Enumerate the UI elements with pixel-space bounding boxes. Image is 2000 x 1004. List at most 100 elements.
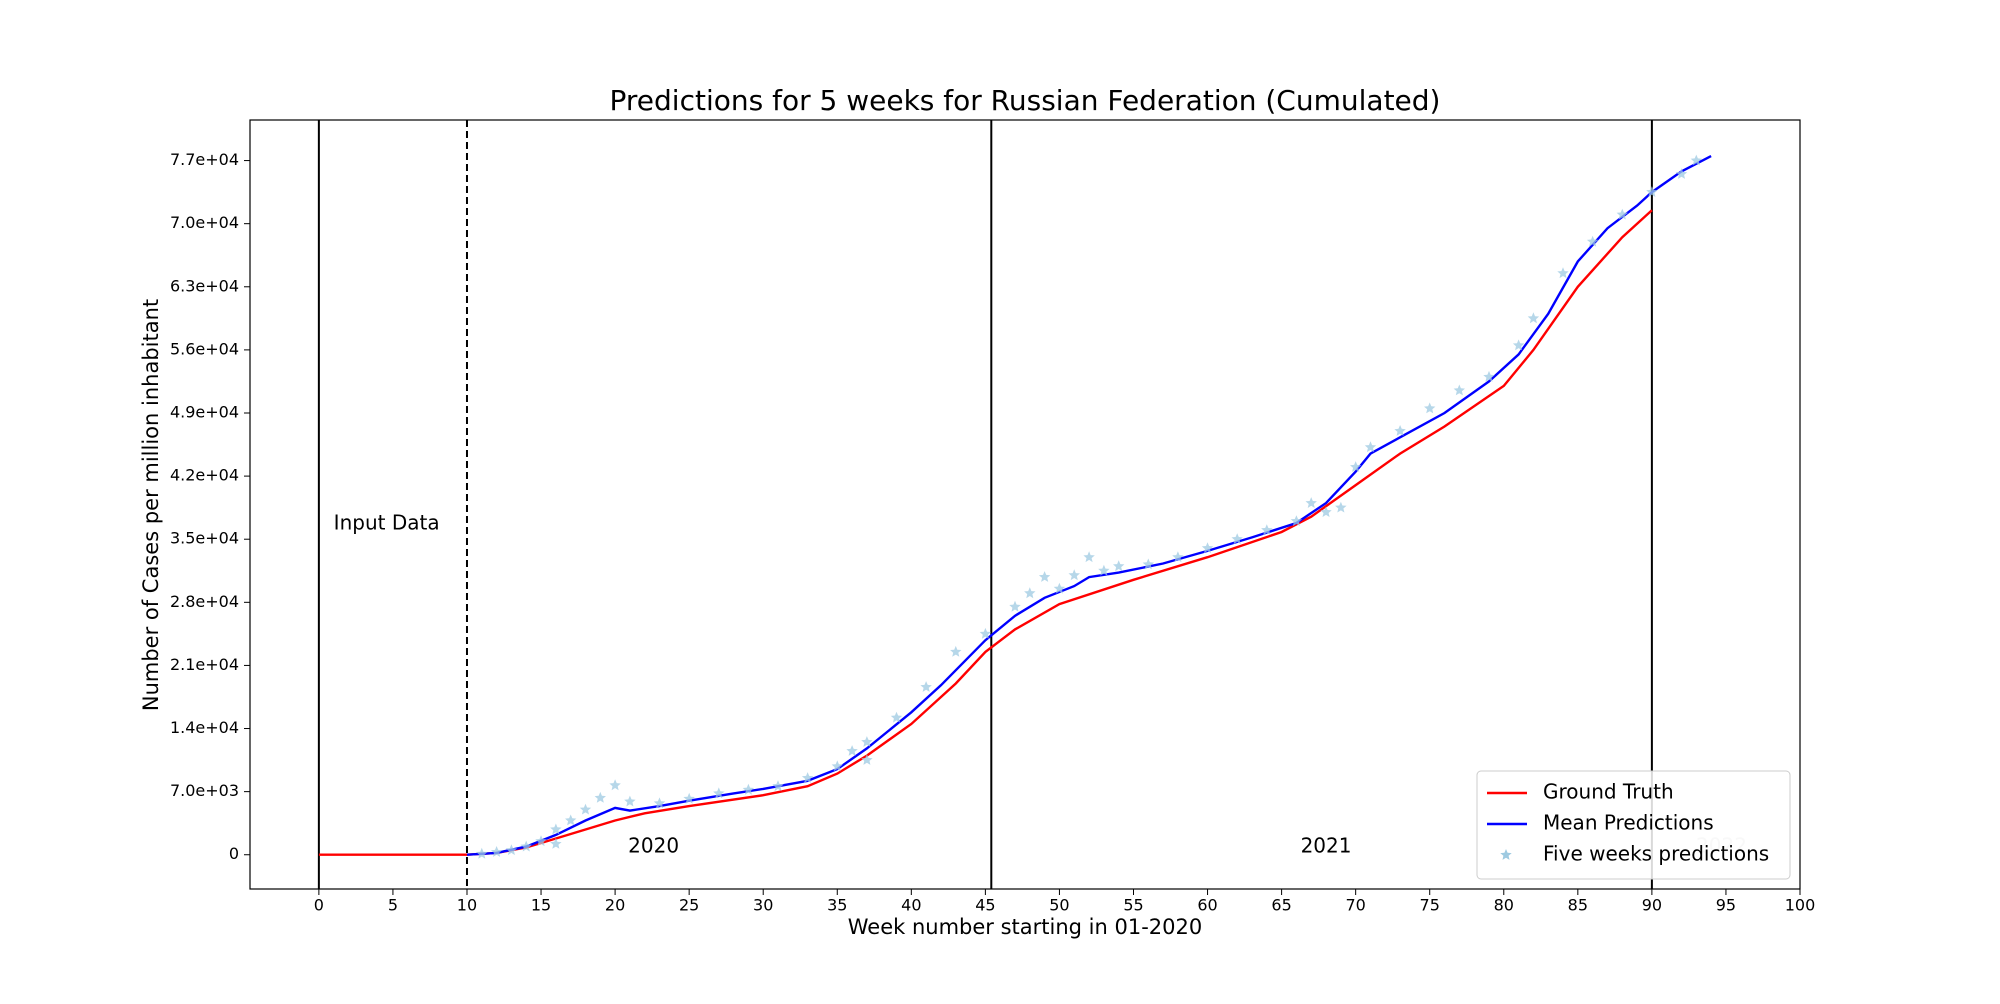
star-point — [535, 835, 547, 847]
star-point — [1675, 168, 1688, 179]
y-tick-label: 2.1e+04 — [170, 655, 239, 674]
star-point — [861, 754, 873, 765]
x-tick-label: 40 — [901, 896, 921, 915]
x-tick-label: 35 — [827, 896, 847, 915]
star-point — [550, 823, 562, 835]
star-point — [950, 645, 962, 657]
legend-box — [1476, 770, 1791, 880]
star-point — [1646, 186, 1658, 197]
x-tick-label: 70 — [1345, 896, 1365, 915]
star-point — [1009, 600, 1021, 612]
line-series — [318, 209, 1653, 856]
x-tick-label: 55 — [1123, 896, 1143, 915]
line-series — [466, 155, 1712, 856]
star-point — [801, 772, 814, 783]
x-tick-label: 5 — [388, 896, 398, 915]
x-tick-label: 15 — [531, 896, 551, 915]
star-point — [1350, 461, 1362, 472]
star-point — [1261, 524, 1273, 535]
x-tick-label: 20 — [605, 896, 625, 915]
x-tick-label: 65 — [1271, 896, 1291, 915]
star-point — [713, 787, 725, 799]
x-tick-label: 80 — [1494, 896, 1514, 915]
x-tick-label: 10 — [457, 896, 477, 915]
star-point — [1320, 506, 1332, 517]
star-point — [1068, 569, 1080, 581]
star-point — [505, 844, 518, 856]
star-point — [594, 791, 606, 803]
y-tick-label: 1.4e+04 — [170, 718, 239, 737]
star-point — [624, 795, 636, 807]
star-point — [1690, 154, 1702, 166]
star-point — [846, 745, 858, 756]
x-tick-label: 85 — [1568, 896, 1588, 915]
star-point — [772, 780, 784, 792]
star-point — [550, 837, 562, 849]
y-tick-label: 2.8e+04 — [170, 592, 239, 611]
y-tick-label: 6.3e+04 — [170, 276, 239, 295]
y-tick-label: 5.6e+04 — [170, 339, 239, 358]
star-point — [1172, 551, 1184, 563]
legend-swatch — [1500, 849, 1512, 860]
x-tick-label: 25 — [679, 896, 699, 915]
x-tick-label: 90 — [1642, 896, 1662, 915]
star-point — [831, 760, 843, 772]
annotation: Input Data — [334, 510, 440, 534]
legend-label: Ground Truth — [1543, 780, 1674, 804]
star-point — [476, 847, 488, 859]
x-tick-label: 50 — [1049, 896, 1069, 915]
legend-label: Five weeks predictions — [1543, 842, 1769, 866]
star-point — [1305, 497, 1317, 508]
annotation: 2020 — [628, 834, 679, 858]
x-tick-label: 75 — [1420, 896, 1440, 915]
star-point — [1557, 267, 1569, 279]
star-point — [1113, 560, 1125, 572]
star-point — [1038, 571, 1051, 582]
star-point — [609, 779, 621, 791]
star-point — [1512, 339, 1525, 351]
y-tick-label: 7.0e+03 — [170, 781, 239, 800]
star-point — [653, 797, 666, 809]
chart-title: Predictions for 5 weeks for Russian Fede… — [610, 84, 1441, 117]
star-point — [890, 711, 903, 723]
y-tick-label: 7.7e+04 — [170, 150, 239, 169]
x-tick-label: 45 — [975, 896, 995, 915]
star-point — [1231, 533, 1243, 545]
plot-area — [249, 119, 1801, 890]
star-point — [1364, 441, 1377, 453]
star-point — [1453, 384, 1465, 396]
star-point — [861, 736, 873, 747]
x-axis-label: Week number starting in 01-2020 — [848, 915, 1202, 939]
x-tick-label: 95 — [1716, 896, 1736, 915]
star-point — [1586, 235, 1599, 247]
star-point — [1394, 425, 1406, 436]
x-tick-label: 100 — [1785, 896, 1816, 915]
star-point — [1483, 370, 1495, 382]
x-tick-label: 30 — [753, 896, 773, 915]
annotation: 2021 — [1301, 834, 1352, 858]
y-tick-label: 7.0e+04 — [170, 213, 239, 232]
y-tick-label: 4.2e+04 — [170, 466, 239, 485]
star-point — [1083, 551, 1095, 563]
star-point — [520, 840, 532, 852]
star-point — [1053, 582, 1066, 594]
star-point — [1098, 564, 1110, 576]
y-axis-label: Number of Cases per million inhabitant — [139, 299, 163, 711]
star-point — [1527, 312, 1540, 324]
star-point — [1201, 542, 1214, 554]
star-point — [683, 792, 695, 804]
star-point — [579, 803, 592, 815]
star-point — [1024, 587, 1036, 599]
y-tick-label: 4.9e+04 — [170, 402, 239, 421]
star-point — [1424, 402, 1436, 414]
x-tick-label: 60 — [1197, 896, 1217, 915]
star-point — [490, 846, 503, 857]
star-point — [920, 681, 932, 692]
star-point — [1335, 501, 1347, 513]
star-point — [1616, 208, 1628, 220]
y-tick-label: 3.5e+04 — [170, 529, 239, 548]
star-point — [1142, 558, 1154, 570]
star-point — [565, 814, 577, 826]
star-point — [979, 627, 992, 639]
